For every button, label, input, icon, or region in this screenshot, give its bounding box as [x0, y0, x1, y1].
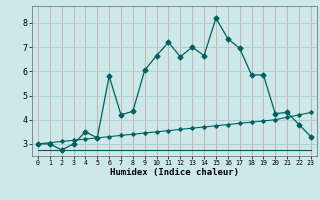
X-axis label: Humidex (Indice chaleur): Humidex (Indice chaleur): [110, 168, 239, 177]
